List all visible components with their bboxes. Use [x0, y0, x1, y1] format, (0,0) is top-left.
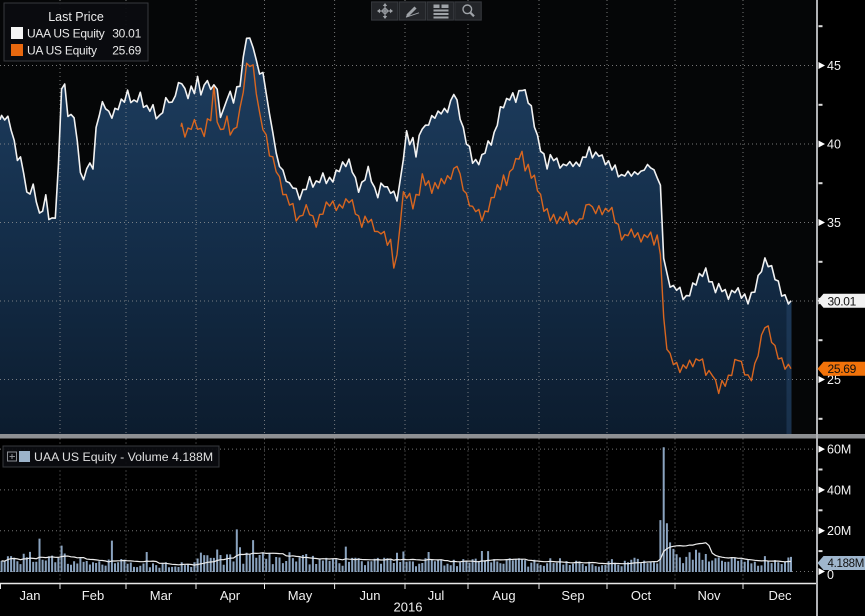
svg-text:4.188M: 4.188M — [828, 558, 865, 570]
svg-text:May: May — [288, 588, 313, 603]
svg-text:Jan: Jan — [20, 588, 41, 603]
svg-text:40: 40 — [827, 138, 841, 152]
svg-text:Jul: Jul — [428, 588, 445, 603]
svg-text:Jun: Jun — [360, 588, 381, 603]
svg-text:Mar: Mar — [150, 588, 173, 603]
svg-text:35: 35 — [827, 216, 841, 230]
svg-text:25: 25 — [827, 373, 841, 387]
svg-text:30.01: 30.01 — [112, 27, 141, 41]
svg-text:Oct: Oct — [631, 588, 652, 603]
svg-text:60M: 60M — [827, 443, 851, 457]
svg-text:Apr: Apr — [220, 588, 241, 603]
svg-text:25.69: 25.69 — [112, 44, 141, 58]
svg-text:Last Price: Last Price — [48, 10, 104, 24]
svg-text:0: 0 — [827, 568, 834, 582]
svg-text:2016: 2016 — [394, 600, 423, 615]
svg-text:Sep: Sep — [561, 588, 584, 603]
svg-text:UAA US Equity: UAA US Equity — [27, 27, 105, 41]
svg-text:Aug: Aug — [492, 588, 515, 603]
svg-text:30.01: 30.01 — [828, 294, 857, 308]
svg-text:Nov: Nov — [697, 588, 721, 603]
svg-text:25.69: 25.69 — [828, 362, 857, 376]
svg-text:UAA US Equity - Volume 4.188M: UAA US Equity - Volume 4.188M — [34, 450, 213, 464]
svg-text:Dec: Dec — [768, 588, 792, 603]
svg-text:20M: 20M — [827, 524, 851, 538]
svg-text:45: 45 — [827, 59, 841, 73]
svg-text:Feb: Feb — [82, 588, 104, 603]
svg-text:40M: 40M — [827, 483, 851, 497]
svg-text:UA US Equity: UA US Equity — [27, 44, 97, 58]
